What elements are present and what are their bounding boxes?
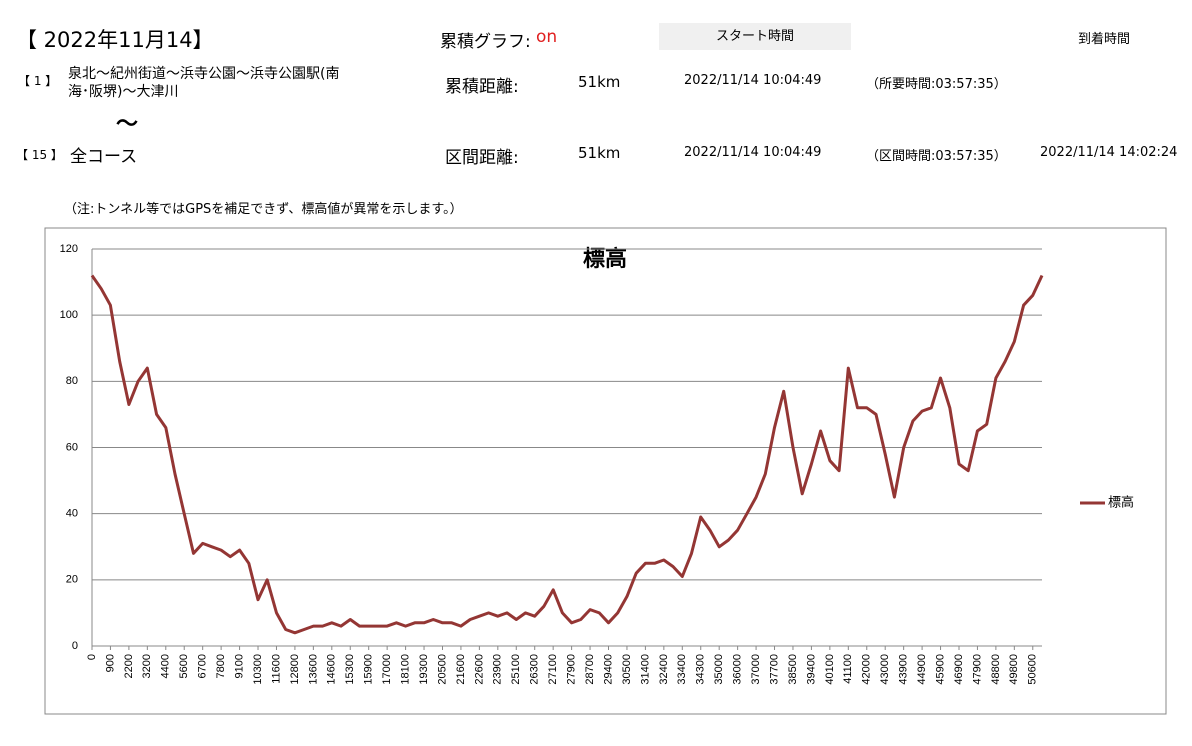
- x-tick-label: 7800: [215, 654, 227, 678]
- distance-label: 区間距離:: [445, 148, 519, 168]
- note: （注:トンネル等ではGPSを補足できず、標高値が異常を示します。）: [64, 202, 463, 217]
- x-tick-label: 30500: [621, 654, 633, 685]
- to-no: 【 15 】: [16, 148, 63, 162]
- from-no: 【 1 】: [18, 74, 58, 88]
- x-tick-label: 25100: [510, 654, 522, 685]
- x-tick-label: 5600: [178, 654, 190, 678]
- x-tick-label: 20500: [436, 654, 448, 685]
- x-tick-label: 31400: [639, 654, 651, 685]
- x-tick-label: 21600: [455, 654, 467, 685]
- x-tick-label: 27100: [547, 654, 559, 685]
- x-tick-label: 46900: [953, 654, 965, 685]
- x-tick-label: 43900: [898, 654, 910, 685]
- x-tick-label: 2200: [123, 654, 135, 678]
- x-tick-label: 32400: [658, 654, 670, 685]
- x-tick-label: 6700: [197, 654, 209, 678]
- x-tick-label: 14600: [326, 654, 338, 685]
- y-tick-label: 100: [60, 309, 78, 321]
- x-tick-label: 12800: [289, 654, 301, 685]
- y-tick-label: 60: [66, 441, 78, 453]
- line-series: [90, 274, 1044, 635]
- duration: （所要時間:03:57:35）: [866, 77, 1007, 92]
- x-tick-label: 43000: [879, 654, 891, 685]
- x-tick-label: 39400: [805, 654, 817, 685]
- x-tick-label: 40100: [824, 654, 836, 685]
- x-tick-label: 28700: [584, 654, 596, 685]
- x-tick-label: 47900: [971, 654, 983, 685]
- x-tick-label: 34300: [695, 654, 707, 685]
- legend-label: 標高: [1108, 494, 1134, 509]
- x-tick-label: 50600: [1027, 654, 1039, 685]
- x-tick-label: 10300: [252, 654, 264, 685]
- x-tick-label: 26300: [529, 654, 541, 685]
- start-time: 2022/11/14 10:04:49: [684, 145, 822, 160]
- x-tick-label: 44900: [916, 654, 928, 685]
- x-tick-label: 27900: [566, 654, 578, 685]
- x-tick-label: 45900: [934, 654, 946, 685]
- start-header: スタート時間: [659, 23, 851, 50]
- distance: 51km: [578, 73, 621, 91]
- y-tick-label: 80: [66, 375, 78, 387]
- x-tick-label: 35000: [713, 654, 725, 685]
- x-tick-label: 37000: [750, 654, 762, 685]
- x-tick-label: 37700: [768, 654, 780, 685]
- x-tick-label: 3200: [141, 654, 153, 678]
- x-tick-label: 22600: [473, 654, 485, 685]
- y-tick-label: 0: [72, 640, 78, 652]
- y-tick-label: 120: [60, 243, 78, 255]
- x-tick-label: 29400: [602, 654, 614, 685]
- x-tick-label: 15300: [344, 654, 356, 685]
- x-tick-label: 0: [86, 654, 98, 660]
- from-name: 海･阪堺)～大津川: [68, 84, 179, 100]
- start-time: 2022/11/14 10:04:49: [684, 73, 822, 88]
- x-tick-label: 38500: [787, 654, 799, 685]
- x-tick-label: 42000: [861, 654, 873, 685]
- from-name: 泉北～紀州街道～浜寺公園～浜寺公園駅(南: [68, 66, 340, 82]
- duration: （区間時間:03:57:35）: [866, 149, 1007, 164]
- y-tick-label: 40: [66, 508, 78, 520]
- to-name: 全コース: [70, 147, 138, 167]
- chart-frame: [44, 227, 1167, 715]
- x-tick-label: 48800: [990, 654, 1002, 685]
- graph-label: 累積グラフ:: [440, 32, 531, 52]
- x-tick-label: 19300: [418, 654, 430, 685]
- x-tick-label: 41100: [842, 654, 854, 684]
- x-tick-label: 13600: [307, 654, 319, 685]
- x-tick-label: 900: [104, 654, 116, 672]
- x-tick-label: 18100: [399, 654, 411, 685]
- distance-label: 累積距離:: [445, 77, 519, 97]
- x-tick-label: 17000: [381, 654, 393, 685]
- date: 【 2022年11月14】: [16, 28, 214, 52]
- distance: 51km: [578, 144, 621, 162]
- arrival-time: 2022/11/14 14:02:24: [1040, 145, 1178, 160]
- tilde: ～: [116, 112, 139, 137]
- x-tick-label: 15900: [363, 654, 375, 685]
- x-tick-label: 9100: [233, 654, 245, 678]
- chart-title: 標高: [583, 246, 627, 271]
- graph-state: on: [536, 27, 558, 47]
- arrival-header: 到着時間: [1078, 32, 1131, 47]
- x-tick-label: 11600: [270, 654, 282, 684]
- x-tick-label: 36000: [732, 654, 744, 685]
- x-tick-label: 33400: [676, 654, 688, 685]
- x-tick-label: 49800: [1008, 654, 1020, 685]
- y-tick-label: 20: [66, 574, 78, 586]
- x-tick-label: 4400: [160, 654, 172, 678]
- x-tick-label: 23900: [492, 654, 504, 685]
